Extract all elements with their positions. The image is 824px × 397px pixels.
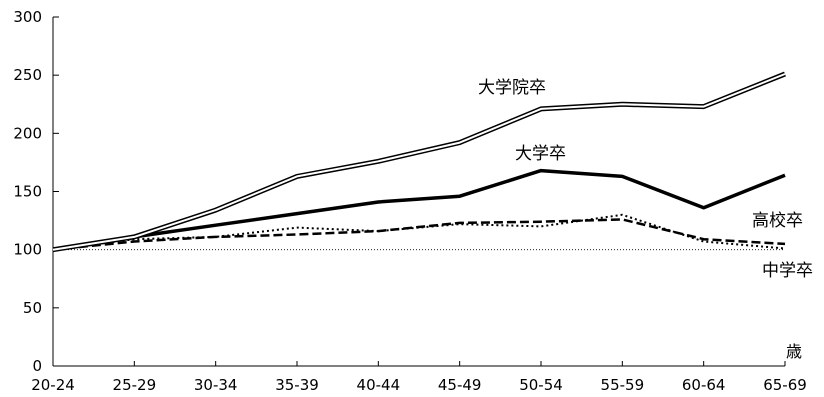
x-tick-label: 30-34 <box>194 376 238 394</box>
data-point-s3-9 <box>784 247 786 249</box>
data-point-s2-7 <box>621 218 623 220</box>
x-tick-label: 50-54 <box>519 376 563 394</box>
y-tick-label: 200 <box>13 124 42 142</box>
series-label-2: 高校卒 <box>752 211 803 231</box>
series-line-2 <box>52 218 786 251</box>
x-tick-label: 65-69 <box>763 376 807 394</box>
series-line-1 <box>52 168 786 252</box>
y-tick-label: 250 <box>13 66 42 84</box>
x-tick-label: 40-44 <box>357 376 401 394</box>
y-tick-label: 0 <box>32 357 42 375</box>
x-unit-label: 歳 <box>786 342 802 361</box>
x-tick-label: 35-39 <box>275 376 319 394</box>
x-tick-label: 55-59 <box>601 376 645 394</box>
y-tick-label: 150 <box>13 183 42 201</box>
y-tick-label: 100 <box>13 241 42 259</box>
y-tick-label: 50 <box>23 299 42 317</box>
series-label-0: 大学院卒 <box>478 78 546 98</box>
data-point-s2-3 <box>296 233 298 235</box>
x-tick-label: 20-24 <box>31 376 75 394</box>
y-tick-label: 300 <box>13 8 42 26</box>
series-line-0 <box>52 71 786 253</box>
series-line-0-inner <box>52 73 786 251</box>
x-tick-label: 60-64 <box>682 376 726 394</box>
x-tick-label: 25-29 <box>113 376 157 394</box>
series-label-3: 中学卒 <box>762 261 813 281</box>
x-tick-label: 45-49 <box>438 376 482 394</box>
series-label-1: 大学卒 <box>515 144 566 164</box>
